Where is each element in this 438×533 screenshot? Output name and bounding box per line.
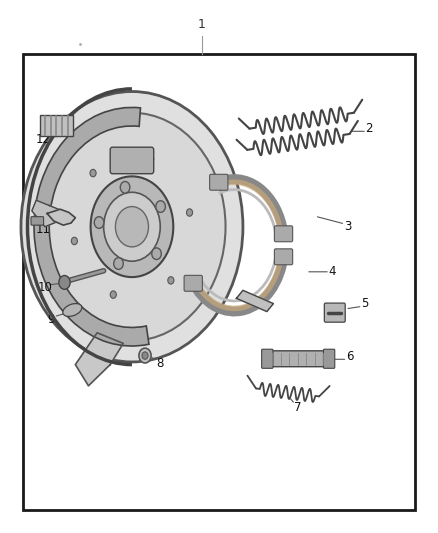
Text: 5: 5 (361, 297, 368, 310)
Text: 11: 11 (35, 223, 50, 236)
Circle shape (116, 207, 148, 247)
FancyBboxPatch shape (324, 303, 345, 322)
FancyBboxPatch shape (110, 147, 154, 174)
Circle shape (148, 155, 154, 163)
Wedge shape (34, 108, 149, 346)
Polygon shape (47, 209, 75, 225)
Circle shape (39, 113, 226, 341)
FancyBboxPatch shape (31, 216, 44, 225)
Text: 6: 6 (346, 350, 353, 363)
Polygon shape (32, 200, 62, 227)
Text: 4: 4 (328, 265, 336, 278)
FancyBboxPatch shape (274, 226, 293, 242)
Circle shape (168, 277, 174, 284)
Circle shape (90, 169, 96, 177)
Circle shape (71, 237, 78, 245)
Polygon shape (75, 333, 123, 386)
Ellipse shape (63, 304, 82, 317)
Circle shape (59, 276, 70, 289)
FancyBboxPatch shape (323, 349, 335, 368)
Circle shape (94, 217, 104, 228)
Circle shape (114, 258, 123, 269)
Circle shape (187, 209, 193, 216)
FancyBboxPatch shape (274, 249, 293, 265)
FancyBboxPatch shape (267, 351, 327, 367)
Text: 8: 8 (156, 357, 164, 369)
Text: 9: 9 (48, 313, 55, 326)
FancyBboxPatch shape (40, 115, 73, 136)
Polygon shape (237, 290, 273, 312)
Bar (23, 54, 415, 511)
FancyBboxPatch shape (184, 276, 202, 291)
Text: 1: 1 (198, 18, 205, 30)
Circle shape (104, 192, 160, 261)
Circle shape (91, 176, 173, 277)
Circle shape (156, 201, 166, 213)
FancyBboxPatch shape (210, 174, 228, 190)
Text: 10: 10 (38, 281, 53, 294)
Text: 7: 7 (293, 400, 301, 414)
Text: 3: 3 (344, 220, 351, 233)
Circle shape (110, 291, 117, 298)
Circle shape (142, 352, 148, 359)
Circle shape (21, 92, 243, 362)
Text: 2: 2 (365, 122, 373, 135)
Circle shape (152, 248, 161, 260)
Circle shape (120, 181, 130, 193)
Circle shape (139, 348, 151, 363)
Text: 12: 12 (35, 133, 50, 146)
FancyBboxPatch shape (261, 349, 273, 368)
